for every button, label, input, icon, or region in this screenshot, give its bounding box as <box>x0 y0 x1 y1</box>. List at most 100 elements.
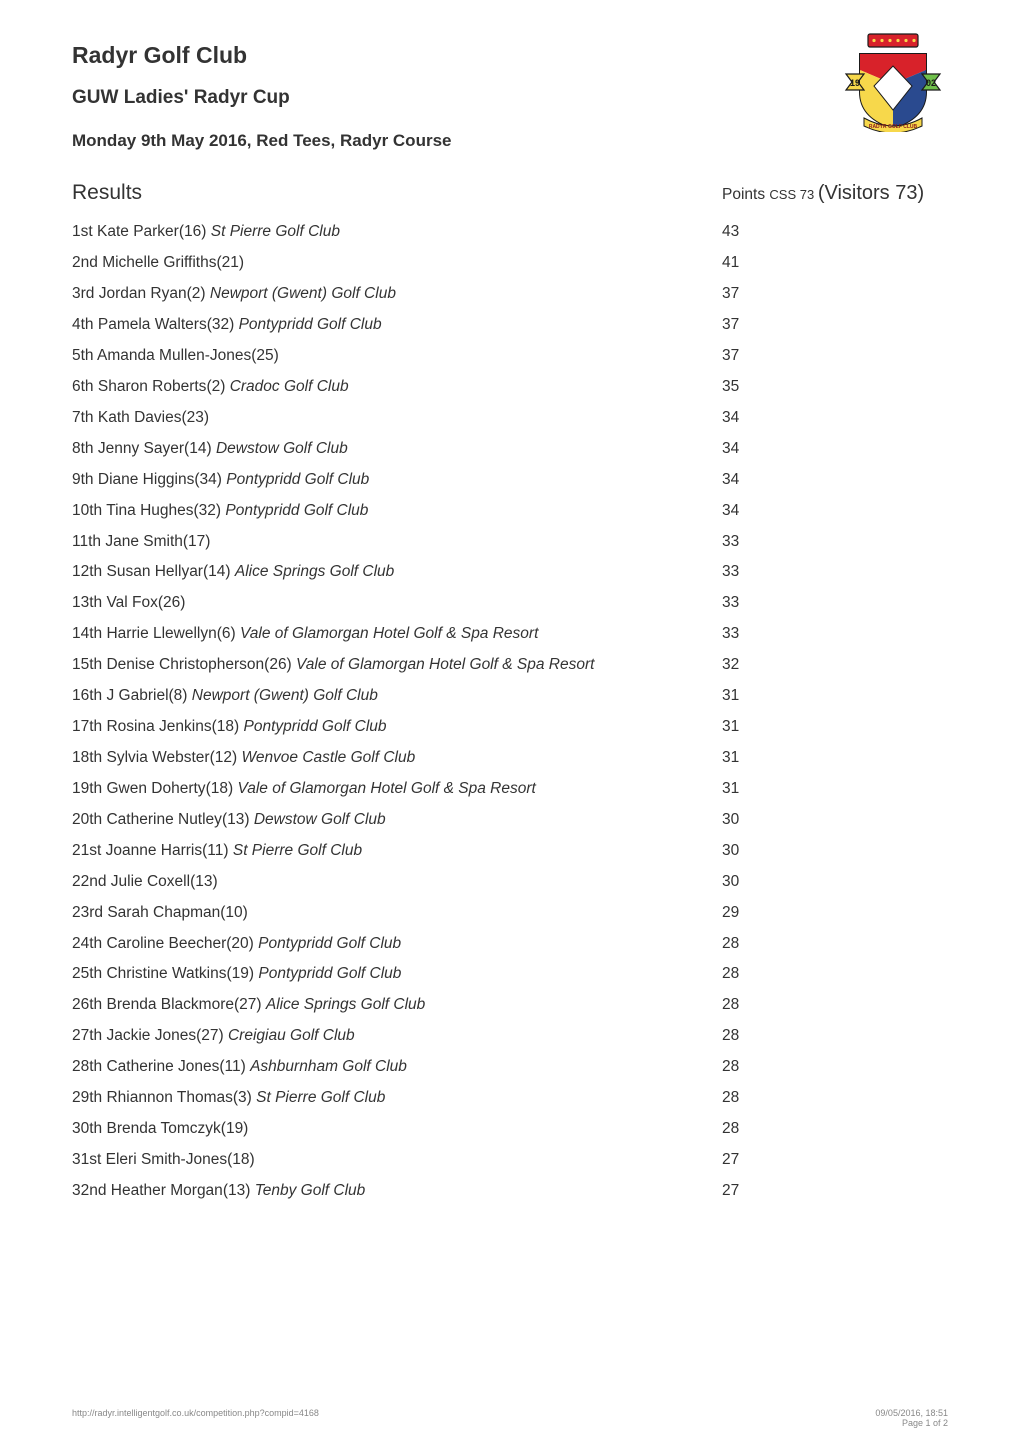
result-club: Vale of Glamorgan Hotel Golf & Spa Resor… <box>296 656 594 673</box>
result-player-name: Heather Morgan <box>111 1182 223 1199</box>
result-player-name: Christine Watkins <box>106 965 226 982</box>
result-handicap: (34) <box>194 471 222 488</box>
result-player-name: Denise Christopherson <box>106 656 264 673</box>
result-points: 30 <box>722 867 948 898</box>
result-player-cell: 7th Kath Davies(23) <box>72 403 722 434</box>
result-player-name: Joanne Harris <box>106 842 203 859</box>
result-position: 17th <box>72 718 102 735</box>
result-handicap: (32) <box>207 316 235 333</box>
result-player-name: Sylvia Webster <box>106 749 209 766</box>
header-row: Radyr Golf Club GUW Ladies' Radyr Cup Mo… <box>72 42 948 169</box>
logo-button-icon <box>872 39 875 42</box>
result-club: Pontypridd Golf Club <box>226 471 369 488</box>
result-handicap: (14) <box>203 563 231 580</box>
header-text-block: Radyr Golf Club GUW Ladies' Radyr Cup Mo… <box>72 42 838 169</box>
result-position: 27th <box>72 1027 102 1044</box>
result-player-name: Val Fox <box>106 594 157 611</box>
result-handicap: (27) <box>234 996 262 1013</box>
result-points: 35 <box>722 372 948 403</box>
result-position: 2nd <box>72 254 98 271</box>
result-position: 20th <box>72 811 102 828</box>
result-position: 12th <box>72 563 102 580</box>
points-heading: Points CSS 73 (Visitors 73) <box>722 169 948 217</box>
result-player-name: Brenda Blackmore <box>106 996 234 1013</box>
table-row: 27th Jackie Jones(27) Creigiau Golf Club… <box>72 1021 948 1052</box>
result-handicap: (2) <box>187 285 206 302</box>
result-player-name: Julie Coxell <box>111 873 190 890</box>
result-handicap: (21) <box>216 254 244 271</box>
footer-page: Page 1 of 2 <box>902 1418 948 1428</box>
result-points: 37 <box>722 310 948 341</box>
result-handicap: (27) <box>196 1027 224 1044</box>
result-points: 28 <box>722 1021 948 1052</box>
result-player-name: Susan Hellyar <box>106 563 203 580</box>
table-row: 28th Catherine Jones(11) Ashburnham Golf… <box>72 1052 948 1083</box>
result-handicap: (16) <box>179 223 207 240</box>
result-points: 34 <box>722 465 948 496</box>
table-row: 11th Jane Smith(17)33 <box>72 527 948 558</box>
result-club: Pontypridd Golf Club <box>258 965 401 982</box>
result-position: 13th <box>72 594 102 611</box>
result-points: 30 <box>722 805 948 836</box>
footer-timestamp: 09/05/2016, 18:51 <box>875 1408 948 1418</box>
table-row: 21st Joanne Harris(11) St Pierre Golf Cl… <box>72 836 948 867</box>
table-row: 32nd Heather Morgan(13) Tenby Golf Club2… <box>72 1176 948 1207</box>
result-points: 30 <box>722 836 948 867</box>
table-row: 10th Tina Hughes(32) Pontypridd Golf Clu… <box>72 496 948 527</box>
result-player-name: Jenny Sayer <box>98 440 184 457</box>
table-row: 26th Brenda Blackmore(27) Alice Springs … <box>72 990 948 1021</box>
result-club: Tenby Golf Club <box>255 1182 366 1199</box>
result-player-cell: 25th Christine Watkins(19) Pontypridd Go… <box>72 959 722 990</box>
competition-name: GUW Ladies' Radyr Cup <box>72 87 838 109</box>
result-handicap: (26) <box>264 656 292 673</box>
result-player-cell: 1st Kate Parker(16) St Pierre Golf Club <box>72 217 722 248</box>
result-position: 28th <box>72 1058 102 1075</box>
result-player-cell: 9th Diane Higgins(34) Pontypridd Golf Cl… <box>72 465 722 496</box>
logo-button-icon <box>904 39 907 42</box>
result-player-name: Pamela Walters <box>98 316 207 333</box>
result-position: 24th <box>72 935 102 952</box>
result-player-cell: 8th Jenny Sayer(14) Dewstow Golf Club <box>72 434 722 465</box>
result-points: 33 <box>722 557 948 588</box>
logo-button-icon <box>880 39 883 42</box>
result-points: 28 <box>722 959 948 990</box>
result-position: 22nd <box>72 873 106 890</box>
result-player-name: Jordan Ryan <box>99 285 187 302</box>
result-handicap: (13) <box>190 873 218 890</box>
table-row: 5th Amanda Mullen-Jones(25)37 <box>72 341 948 372</box>
points-heading-prefix: Points <box>722 186 769 203</box>
result-position: 9th <box>72 471 94 488</box>
result-position: 6th <box>72 378 94 395</box>
result-points: 33 <box>722 619 948 650</box>
result-handicap: (18) <box>227 1151 255 1168</box>
result-player-cell: 21st Joanne Harris(11) St Pierre Golf Cl… <box>72 836 722 867</box>
result-player-cell: 12th Susan Hellyar(14) Alice Springs Gol… <box>72 557 722 588</box>
result-player-cell: 19th Gwen Doherty(18) Vale of Glamorgan … <box>72 774 722 805</box>
table-row: 22nd Julie Coxell(13) 30 <box>72 867 948 898</box>
result-points: 31 <box>722 681 948 712</box>
result-points: 33 <box>722 527 948 558</box>
result-player-name: Amanda Mullen-Jones <box>97 347 251 364</box>
table-row: 4th Pamela Walters(32) Pontypridd Golf C… <box>72 310 948 341</box>
result-club: Cradoc Golf Club <box>230 378 349 395</box>
table-row: 29th Rhiannon Thomas(3) St Pierre Golf C… <box>72 1083 948 1114</box>
logo-button-icon <box>896 39 899 42</box>
result-position: 16th <box>72 687 102 704</box>
result-player-name: Tina Hughes <box>106 502 193 519</box>
footer-url: http://radyr.intelligentgolf.co.uk/compe… <box>72 1408 319 1428</box>
result-handicap: (18) <box>212 718 240 735</box>
result-points: 34 <box>722 496 948 527</box>
result-player-cell: 10th Tina Hughes(32) Pontypridd Golf Clu… <box>72 496 722 527</box>
result-points: 27 <box>722 1176 948 1207</box>
result-player-cell: 27th Jackie Jones(27) Creigiau Golf Club <box>72 1021 722 1052</box>
logo-flag-right-text: 02 <box>926 78 936 88</box>
result-player-name: Brenda Tomczyk <box>106 1120 220 1137</box>
results-table-head: Results Points CSS 73 (Visitors 73) <box>72 169 948 217</box>
table-row: 8th Jenny Sayer(14) Dewstow Golf Club34 <box>72 434 948 465</box>
result-player-name: Catherine Jones <box>106 1058 219 1075</box>
result-handicap: (19) <box>221 1120 249 1137</box>
result-player-cell: 6th Sharon Roberts(2) Cradoc Golf Club <box>72 372 722 403</box>
result-handicap: (20) <box>226 935 254 952</box>
table-row: 24th Caroline Beecher(20) Pontypridd Gol… <box>72 929 948 960</box>
table-row: 20th Catherine Nutley(13) Dewstow Golf C… <box>72 805 948 836</box>
